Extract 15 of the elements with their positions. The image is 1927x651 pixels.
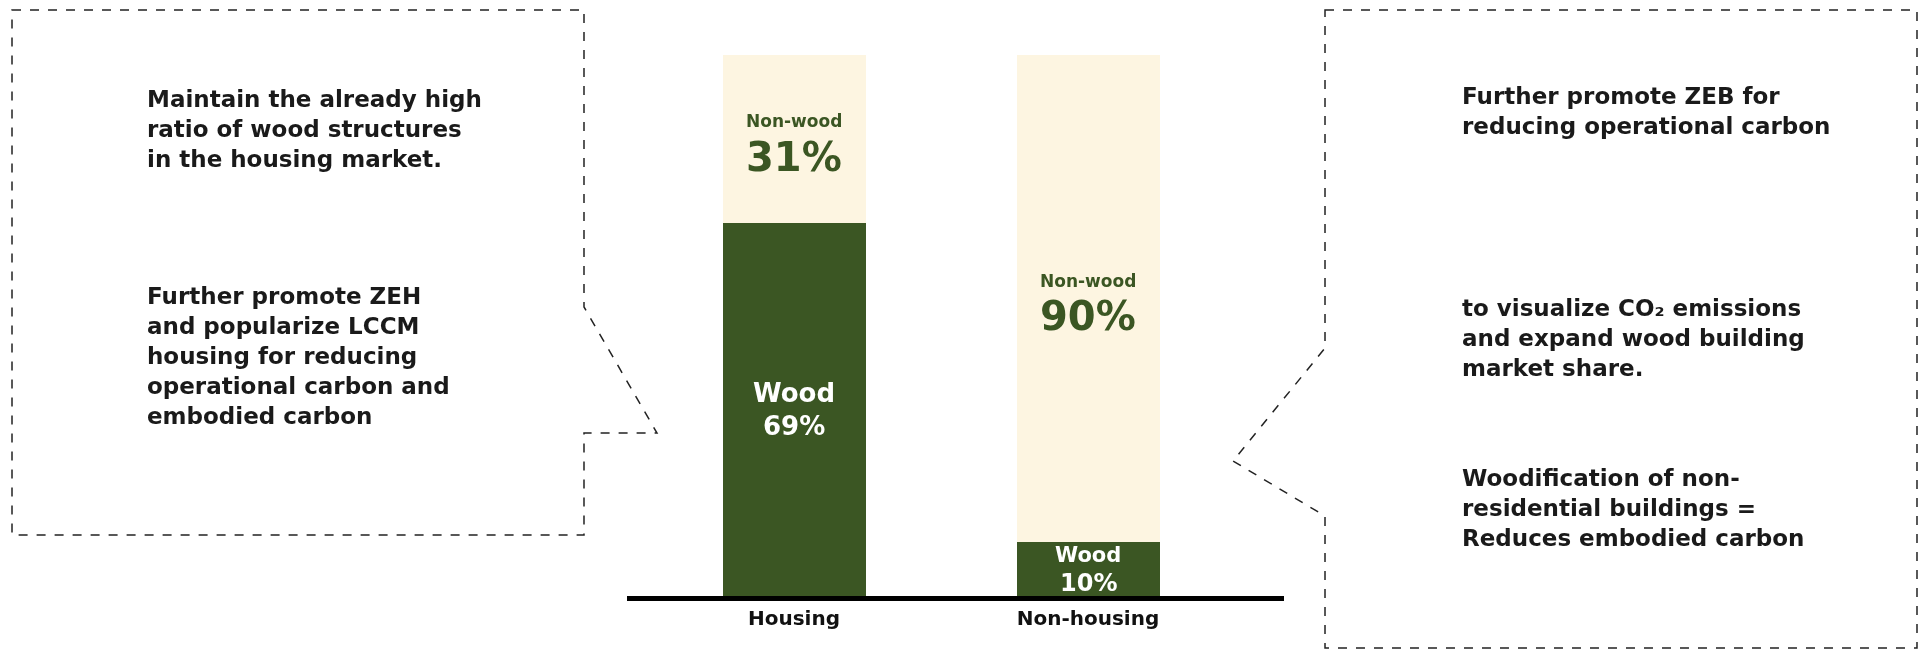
series-label: Non-wood bbox=[746, 111, 843, 131]
text: Maintain the already high ratio of wood structures in the housing market. bbox=[147, 86, 482, 172]
text: Non-wood bbox=[1040, 271, 1137, 291]
data-label: 90% bbox=[1040, 293, 1136, 339]
x-tick-label: Housing bbox=[747, 606, 841, 630]
data-label: 10% bbox=[1060, 569, 1118, 597]
x-tick-label: Non-housing bbox=[1016, 606, 1160, 630]
text: to visualize CO₂ emissions and expand wood building market share. bbox=[1462, 295, 1805, 381]
text: Woodification of non- residential buildings = Reduces embodied carbon bbox=[1462, 465, 1805, 551]
text: Further promote ZEB for reducing operational carbon bbox=[1462, 83, 1831, 139]
data-label: 69% bbox=[763, 411, 826, 441]
series-label: Wood bbox=[1055, 543, 1122, 567]
text: Wood bbox=[753, 378, 836, 408]
data-label: 31% bbox=[746, 134, 842, 180]
text: Further promote ZEH and popularize LCCM housing for reducing operational carbon and embodied carbon bbox=[147, 283, 450, 429]
